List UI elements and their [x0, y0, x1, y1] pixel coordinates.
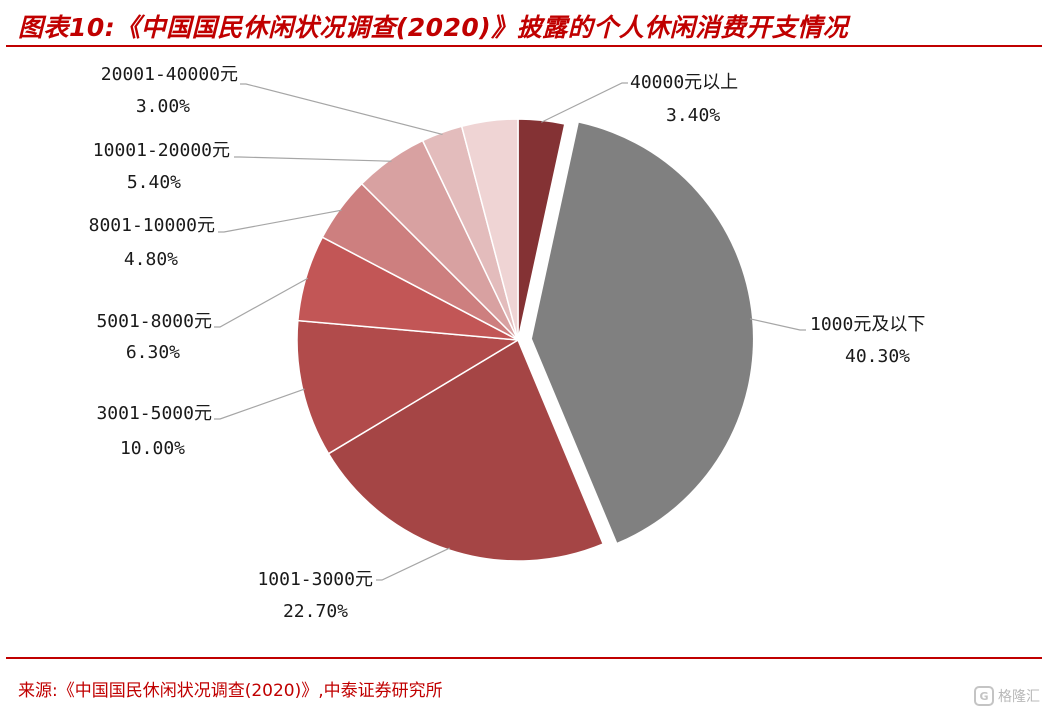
source-note: 来源:《中国国民休闲状况调查(2020)》,中泰证券研究所	[18, 681, 443, 701]
slice-value-8: 3.00%	[136, 96, 190, 117]
slice-value-3: 22.70%	[283, 601, 348, 622]
slice-label-8: 20001-40000元	[101, 64, 238, 85]
chart-title: 图表10:《中国国民休闲状况调查(2020)》披露的个人休闲消费开支情况	[18, 13, 849, 42]
leader-line-4	[214, 388, 305, 420]
leader-lines	[214, 82, 806, 581]
title-divider	[6, 45, 1042, 47]
pie-slice-2	[531, 122, 753, 543]
pie-slice-3	[327, 338, 605, 562]
slice-label-3: 1001-3000元	[257, 569, 373, 590]
leader-line-2	[749, 318, 806, 331]
footer-divider	[6, 657, 1042, 659]
slice-label-4: 3001-5000元	[96, 403, 212, 424]
slice-label-2: 1000元及以下	[810, 314, 925, 335]
leader-line-1	[541, 82, 628, 123]
watermark-text: 格隆汇	[998, 689, 1040, 705]
slice-value-1: 3.40%	[666, 105, 720, 126]
slice-value-5: 6.30%	[126, 342, 180, 363]
pie-slice-9	[460, 118, 519, 341]
leader-line-6	[218, 209, 342, 233]
slice-label-7: 10001-20000元	[93, 140, 230, 161]
slice-value-6: 4.80%	[124, 249, 178, 270]
slice-label-6: 8001-10000元	[89, 215, 215, 236]
watermark: G 格隆汇	[974, 686, 1040, 706]
leader-line-7	[234, 156, 392, 162]
leader-line-3	[376, 547, 450, 581]
leader-line-8	[240, 83, 443, 135]
slice-label-1: 40000元以上	[630, 72, 738, 93]
glh-logo-icon: G	[974, 686, 994, 706]
slice-label-5: 5001-8000元	[96, 311, 212, 332]
slice-value-7: 5.40%	[127, 172, 181, 193]
slice-labels: 40000元以上 3.40% 1000元及以下 40.30% 1001-3000元 22.…	[89, 64, 926, 622]
slice-value-4: 10.00%	[120, 438, 185, 459]
leader-line-5	[214, 277, 309, 328]
pie-slices	[296, 118, 753, 562]
slice-value-2: 40.30%	[845, 346, 910, 367]
